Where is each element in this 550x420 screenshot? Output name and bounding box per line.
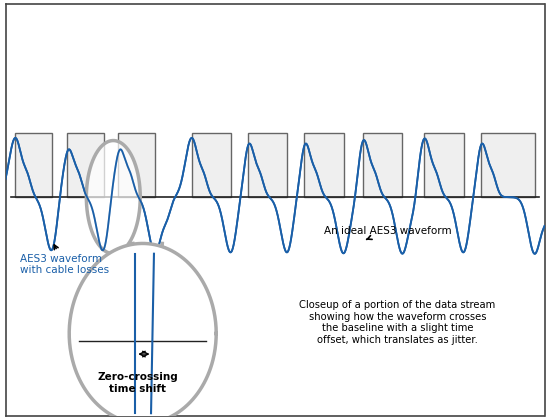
Bar: [363, 133, 403, 197]
Bar: [192, 133, 231, 197]
Text: Closeup of a portion of the data stream
showing how the waveform crosses
the bas: Closeup of a portion of the data stream …: [299, 300, 496, 345]
Bar: [425, 133, 464, 197]
Bar: [118, 133, 155, 197]
Bar: [15, 133, 52, 197]
Bar: [248, 133, 287, 197]
Text: Zero-crossing
time shift: Zero-crossing time shift: [97, 372, 178, 394]
Bar: [67, 133, 103, 197]
Bar: [481, 133, 535, 197]
Polygon shape: [86, 141, 140, 254]
Text: An ideal AES3 waveform: An ideal AES3 waveform: [324, 226, 452, 239]
Bar: [304, 133, 344, 197]
Polygon shape: [69, 244, 216, 420]
Text: AES3 waveform
with cable losses: AES3 waveform with cable losses: [20, 245, 109, 276]
